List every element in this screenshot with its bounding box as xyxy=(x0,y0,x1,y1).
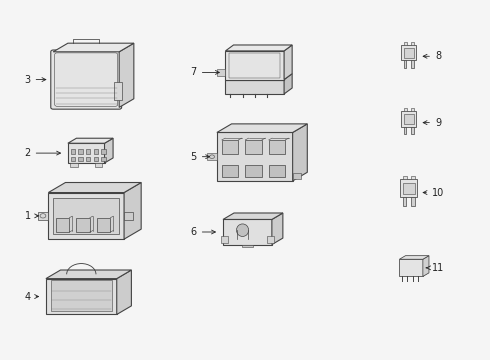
Bar xyxy=(51,280,112,311)
Bar xyxy=(114,82,122,100)
Polygon shape xyxy=(399,256,429,259)
Bar xyxy=(411,42,414,45)
Bar xyxy=(245,140,262,154)
Bar xyxy=(404,108,407,111)
Polygon shape xyxy=(68,138,113,143)
Bar xyxy=(78,157,83,161)
Bar xyxy=(86,157,90,161)
Bar xyxy=(207,153,217,160)
Bar xyxy=(404,60,406,68)
Bar xyxy=(245,165,262,177)
Bar xyxy=(400,179,417,197)
Bar xyxy=(267,235,274,243)
Polygon shape xyxy=(53,43,134,52)
Bar xyxy=(242,244,253,247)
Bar xyxy=(71,163,77,167)
Text: 2: 2 xyxy=(24,148,60,158)
Polygon shape xyxy=(49,183,141,193)
Bar xyxy=(222,165,239,177)
Text: 9: 9 xyxy=(423,118,441,128)
Bar xyxy=(71,149,75,154)
Bar xyxy=(411,197,415,206)
Polygon shape xyxy=(423,256,429,276)
Text: 5: 5 xyxy=(191,152,210,162)
Bar xyxy=(399,259,423,276)
Polygon shape xyxy=(225,45,292,51)
Polygon shape xyxy=(46,270,131,279)
Bar xyxy=(101,157,105,161)
Bar xyxy=(404,127,406,134)
Bar xyxy=(94,149,98,154)
Bar xyxy=(223,220,272,244)
Bar xyxy=(56,218,70,232)
Bar xyxy=(411,108,414,111)
Bar xyxy=(225,80,284,94)
Bar xyxy=(404,114,414,124)
Bar xyxy=(46,279,117,315)
Bar xyxy=(404,42,407,45)
Ellipse shape xyxy=(237,224,248,237)
Bar xyxy=(68,143,104,163)
Polygon shape xyxy=(284,74,292,94)
Bar xyxy=(71,157,75,161)
Bar xyxy=(217,69,225,76)
Polygon shape xyxy=(124,183,141,239)
Text: 8: 8 xyxy=(423,51,441,61)
Bar xyxy=(401,111,416,127)
Polygon shape xyxy=(284,45,292,80)
Bar xyxy=(101,149,105,154)
Bar xyxy=(53,198,119,234)
Polygon shape xyxy=(117,270,131,315)
Bar xyxy=(38,212,49,220)
Bar xyxy=(49,193,124,239)
Bar xyxy=(293,173,301,179)
Bar xyxy=(269,140,285,154)
Bar xyxy=(411,127,414,134)
Polygon shape xyxy=(104,138,113,163)
Polygon shape xyxy=(217,124,307,132)
Text: 11: 11 xyxy=(426,263,444,273)
Polygon shape xyxy=(272,213,283,244)
Bar xyxy=(411,60,414,68)
Polygon shape xyxy=(223,213,283,220)
Bar xyxy=(220,235,228,243)
Bar xyxy=(403,183,415,194)
Text: 4: 4 xyxy=(24,292,39,302)
Bar xyxy=(97,218,110,232)
Polygon shape xyxy=(293,124,307,181)
Bar xyxy=(225,51,284,80)
Bar xyxy=(229,53,280,78)
Bar xyxy=(411,176,415,179)
Text: 3: 3 xyxy=(24,75,46,85)
Text: 7: 7 xyxy=(191,67,220,77)
Bar xyxy=(217,132,293,181)
Polygon shape xyxy=(119,43,134,107)
Bar xyxy=(124,212,133,220)
Bar xyxy=(95,163,102,167)
Bar xyxy=(86,149,90,154)
Bar xyxy=(94,157,98,161)
Bar xyxy=(403,176,407,179)
Text: 6: 6 xyxy=(191,227,216,237)
Text: 1: 1 xyxy=(24,211,39,221)
Bar xyxy=(404,48,414,58)
Bar xyxy=(403,197,406,206)
Bar xyxy=(222,140,239,154)
Bar xyxy=(401,45,416,60)
Text: 10: 10 xyxy=(423,188,444,198)
Bar xyxy=(269,165,285,177)
Bar xyxy=(78,149,83,154)
Bar xyxy=(76,218,90,232)
FancyBboxPatch shape xyxy=(51,50,122,109)
